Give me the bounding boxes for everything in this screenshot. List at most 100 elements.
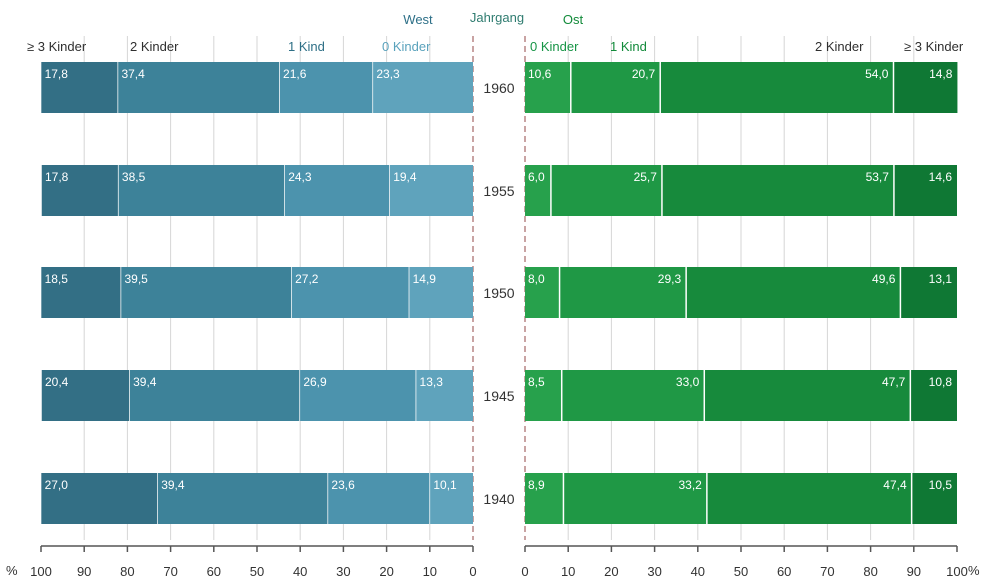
data-label-east: 6,0 [528,170,545,184]
data-label-west: 37,4 [121,67,145,81]
west-header-2: 2 Kinder [130,39,179,54]
axes: 100 0 90 10 80 20 70 30 60 40 50 50 40 60 30 70 20 80 10 90… [30,545,968,579]
bar-east-segment [911,473,957,524]
bar-east-segment [563,473,707,524]
bar-west-segment [117,62,280,113]
data-label-west: 39,4 [161,478,185,492]
data-label-west: 39,4 [133,375,157,389]
data-label-west: 39,5 [124,272,148,286]
bar-east-segment [525,165,551,216]
bar-east-segment [525,267,560,318]
data-label-west: 23,6 [331,478,355,492]
tick-label-east: 90 [907,564,921,579]
tick-label-east: 20 [604,564,618,579]
bar-east-segment [704,370,911,421]
tick-label-west: 80 [120,564,134,579]
bar-west-segment [41,370,130,421]
unit-left: % [6,563,18,578]
data-label-east: 10,5 [929,478,953,492]
year-label: 1955 [483,183,514,199]
bar-west-segment [40,473,158,524]
bar-east-segment [910,370,957,421]
data-label-east: 47,7 [882,375,906,389]
tick-label-east: 100 [946,564,968,579]
year-label: 1960 [483,80,514,96]
year-label: 1945 [483,388,514,404]
bar-west-segment [327,473,430,524]
bars [39,62,958,524]
data-label-west: 27,0 [45,478,69,492]
bar-west-segment [372,62,473,113]
data-label-east: 14,8 [929,67,953,81]
data-label-west: 27,2 [295,272,319,286]
east-header-1: 1 Kind [610,39,647,54]
west-header-0: 0 Kinder [382,39,431,54]
west-header-3plus: ≥ 3 Kinder [27,39,87,54]
year-label: 1950 [483,285,514,301]
title-east: Ost [563,12,584,27]
tick-label-west: 0 [469,564,476,579]
data-label-east: 25,7 [634,170,658,184]
data-label-east: 54,0 [865,67,889,81]
tick-label-west: 70 [163,564,177,579]
east-header-3plus: ≥ 3 Kinder [904,39,964,54]
data-label-east: 33,2 [679,478,703,492]
west-header-1: 1 Kind [288,39,325,54]
data-label-west: 38,5 [122,170,146,184]
bar-east-segment [893,165,957,216]
bar-east-segment [661,165,894,216]
data-label-west: 18,5 [45,272,69,286]
data-label-east: 49,6 [872,272,896,286]
east-header-0: 0 Kinder [530,39,579,54]
data-label-east: 13,1 [929,272,953,286]
data-label-east: 8,5 [528,375,545,389]
bar-west-segment [389,165,473,216]
bar-east-segment [561,370,705,421]
tick-label-east: 70 [820,564,834,579]
bar-west-segment [408,267,473,318]
tick-label-west: 90 [77,564,91,579]
data-label-east: 8,0 [528,272,545,286]
data-label-west: 19,4 [393,170,417,184]
data-label-west: 24,3 [288,170,312,184]
tick-label-east: 30 [647,564,661,579]
bar-west-segment [429,473,473,524]
bar-east-segment [706,473,912,524]
bar-west-segment [40,62,118,113]
bar-west-segment [117,165,285,216]
bar-east-segment [900,267,957,318]
bar-east-segment [686,267,901,318]
title-west: West [403,12,433,27]
bar-west-segment [129,370,300,421]
data-label-west: 23,3 [376,67,400,81]
data-label-east: 33,0 [676,375,700,389]
tick-label-west: 60 [207,564,221,579]
tick-label-east: 40 [691,564,705,579]
data-label-east: 14,6 [929,170,953,184]
data-label-west: 26,9 [303,375,327,389]
bar-west-segment [41,165,118,216]
data-label-west: 13,3 [420,375,444,389]
tick-label-west: 50 [250,564,264,579]
bar-west-segment [40,267,121,318]
unit-right: % [968,563,980,578]
bar-west-segment [299,370,416,421]
tick-label-east: 50 [734,564,748,579]
tick-label-west: 10 [423,564,437,579]
data-label-east: 10,6 [528,67,552,81]
tick-label-west: 30 [336,564,350,579]
bar-east-segment [525,370,562,421]
data-label-east: 29,3 [658,272,682,286]
tick-label-east: 0 [521,564,528,579]
data-label-west: 17,8 [45,170,69,184]
bar-west-segment [291,267,409,318]
bar-west-segment [279,62,373,113]
bar-east-segment [660,62,894,113]
bar-east-segment [559,267,687,318]
bar-west-segment [120,267,292,318]
east-header-2: 2 Kinder [815,39,864,54]
bar-east-segment [550,165,662,216]
tick-label-east: 10 [561,564,575,579]
bar-west-segment [415,370,473,421]
